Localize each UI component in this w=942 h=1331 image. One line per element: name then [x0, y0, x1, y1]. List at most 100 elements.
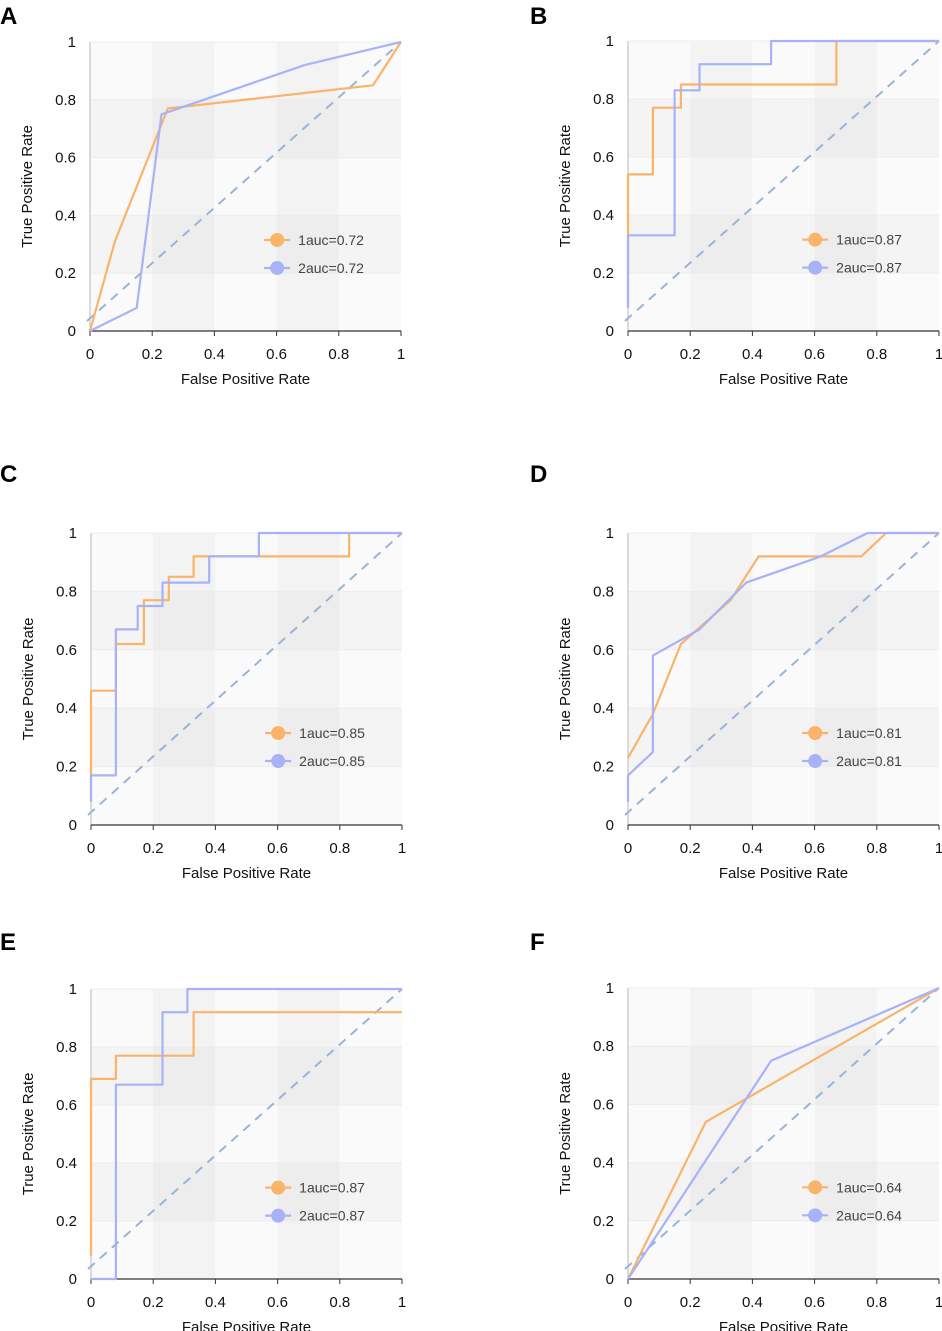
x-tick-label: 0.6	[804, 840, 825, 857]
y-tick-label: 0	[606, 817, 614, 834]
series-1-line	[627, 531, 939, 759]
bg-column	[814, 533, 877, 825]
legend-label: 2auc=0.87	[299, 1208, 365, 1224]
bg-band	[91, 708, 402, 767]
x-tick-label: 0.2	[142, 346, 163, 363]
bg-column	[628, 988, 691, 1279]
x-tick-label: 1	[935, 1294, 942, 1311]
bg-column	[90, 42, 153, 331]
y-axis-title: True Positive Rate	[557, 618, 574, 741]
bg-column	[814, 41, 877, 331]
series-2-line	[89, 531, 402, 802]
bg-column	[876, 41, 939, 331]
y-axis-title: True Positive Rate	[557, 125, 574, 248]
panel-D: D 0 0.2 0.4 0.6 0.8 1 0 0.2 0.4 0.6 0.8 1 False Posit…	[530, 461, 942, 882]
y-tick-label: 0.4	[593, 207, 614, 224]
x-tick-label: 0	[624, 840, 632, 857]
x-tick-label: 0.4	[204, 346, 225, 363]
x-tick-label: 0.2	[143, 1294, 164, 1311]
x-tick-label: 0	[624, 346, 632, 363]
bg-column	[690, 533, 753, 825]
y-axis-title: True Positive Rate	[20, 618, 37, 741]
y-tick-label: 0.6	[593, 1096, 614, 1113]
y-tick-label: 0.2	[55, 265, 76, 282]
y-axis-title: True Positive Rate	[557, 1072, 574, 1195]
bg-column	[277, 989, 340, 1279]
diagonal-reference-line	[624, 40, 940, 322]
x-tick-label: 1	[398, 840, 406, 857]
diagonal-reference-line	[87, 532, 403, 816]
y-tick-label: 0.2	[56, 1213, 77, 1230]
y-tick-label: 0.2	[593, 759, 614, 776]
x-tick-label: 0.8	[328, 346, 349, 363]
panel-letter: E	[0, 929, 16, 956]
bg-band	[628, 215, 939, 273]
x-tick-label: 0.4	[742, 1294, 763, 1311]
bg-column	[752, 533, 815, 825]
y-tick-label: 0.2	[593, 1213, 614, 1230]
x-tick-label: 0.2	[680, 1294, 701, 1311]
x-tick-label: 0.8	[866, 346, 887, 363]
y-tick-label: 0	[68, 323, 76, 340]
legend-marker	[808, 754, 823, 769]
legend-label: 2auc=0.72	[298, 260, 364, 276]
y-tick-label: 0.8	[55, 92, 76, 109]
diagonal-reference-line	[624, 532, 940, 816]
bg-column	[752, 41, 815, 331]
bg-column	[152, 42, 215, 331]
bg-column	[91, 533, 154, 825]
panel-C: C 0 0.2 0.4 0.6 0.8 1 0 0.2 0.4 0.6 0.8 1 False Posit…	[0, 461, 406, 882]
y-tick-label: 0.6	[593, 149, 614, 166]
x-tick-label: 0	[86, 346, 94, 363]
x-tick-label: 0	[624, 1294, 632, 1311]
x-tick-label: 0.8	[329, 1294, 350, 1311]
series-1-line	[88, 41, 402, 332]
x-tick-label: 0.6	[804, 1294, 825, 1311]
legend-label: 2auc=0.87	[836, 260, 902, 276]
x-tick-label: 1	[935, 840, 942, 857]
y-tick-label: 1	[606, 33, 614, 50]
bg-band	[91, 1163, 402, 1221]
y-tick-label: 0.8	[56, 583, 77, 600]
y-axis-title: True Positive Rate	[20, 1073, 37, 1196]
y-tick-label: 0.6	[56, 642, 77, 659]
x-axis-title: False Positive Rate	[182, 1319, 311, 1331]
y-tick-label: 0.8	[56, 1039, 77, 1056]
series-2-line	[89, 40, 402, 332]
legend-label: 1auc=0.81	[836, 725, 902, 741]
legend-marker	[271, 754, 286, 769]
panel-F: F 0 0.2 0.4 0.6 0.8 1 0 0.2 0.4 0.6 0.8 1 False Posit…	[530, 929, 942, 1331]
series-1-line	[626, 39, 939, 308]
y-tick-label: 0.4	[55, 207, 76, 224]
y-tick-label: 0.2	[56, 759, 77, 776]
legend-label: 1auc=0.64	[836, 1179, 902, 1195]
bg-band	[628, 708, 939, 767]
y-tick-label: 1	[68, 34, 76, 51]
series-2-line	[627, 986, 940, 1280]
x-tick-label: 1	[397, 346, 405, 363]
y-tick-label: 0	[606, 323, 614, 340]
legend-marker	[808, 232, 823, 247]
bg-column	[876, 988, 939, 1279]
x-tick-label: 0.6	[266, 346, 287, 363]
y-tick-label: 0	[69, 817, 77, 834]
bg-column	[752, 988, 815, 1279]
x-tick-label: 0.8	[329, 840, 350, 857]
x-tick-label: 0.4	[205, 1294, 226, 1311]
x-axis-title: False Positive Rate	[719, 865, 848, 882]
legend-label: 1auc=0.72	[298, 232, 364, 248]
x-tick-label: 1	[935, 346, 942, 363]
legend-label: 1auc=0.87	[836, 232, 902, 248]
y-tick-label: 0.8	[593, 1038, 614, 1055]
legend-label: 2auc=0.85	[299, 753, 365, 769]
y-tick-label: 0	[606, 1271, 614, 1288]
y-axis-title: True Positive Rate	[19, 125, 36, 248]
bg-column	[214, 42, 277, 331]
series-1-line	[627, 987, 940, 1280]
panel-B: B 0 0.2 0.4 0.6 0.8 1 0 0.2 0.4 0.6 0.8 1 False Posit…	[530, 3, 942, 388]
bg-band	[90, 99, 401, 158]
legend-label: 1auc=0.85	[299, 725, 365, 741]
legend-marker	[270, 232, 285, 247]
y-tick-label: 0.8	[593, 91, 614, 108]
